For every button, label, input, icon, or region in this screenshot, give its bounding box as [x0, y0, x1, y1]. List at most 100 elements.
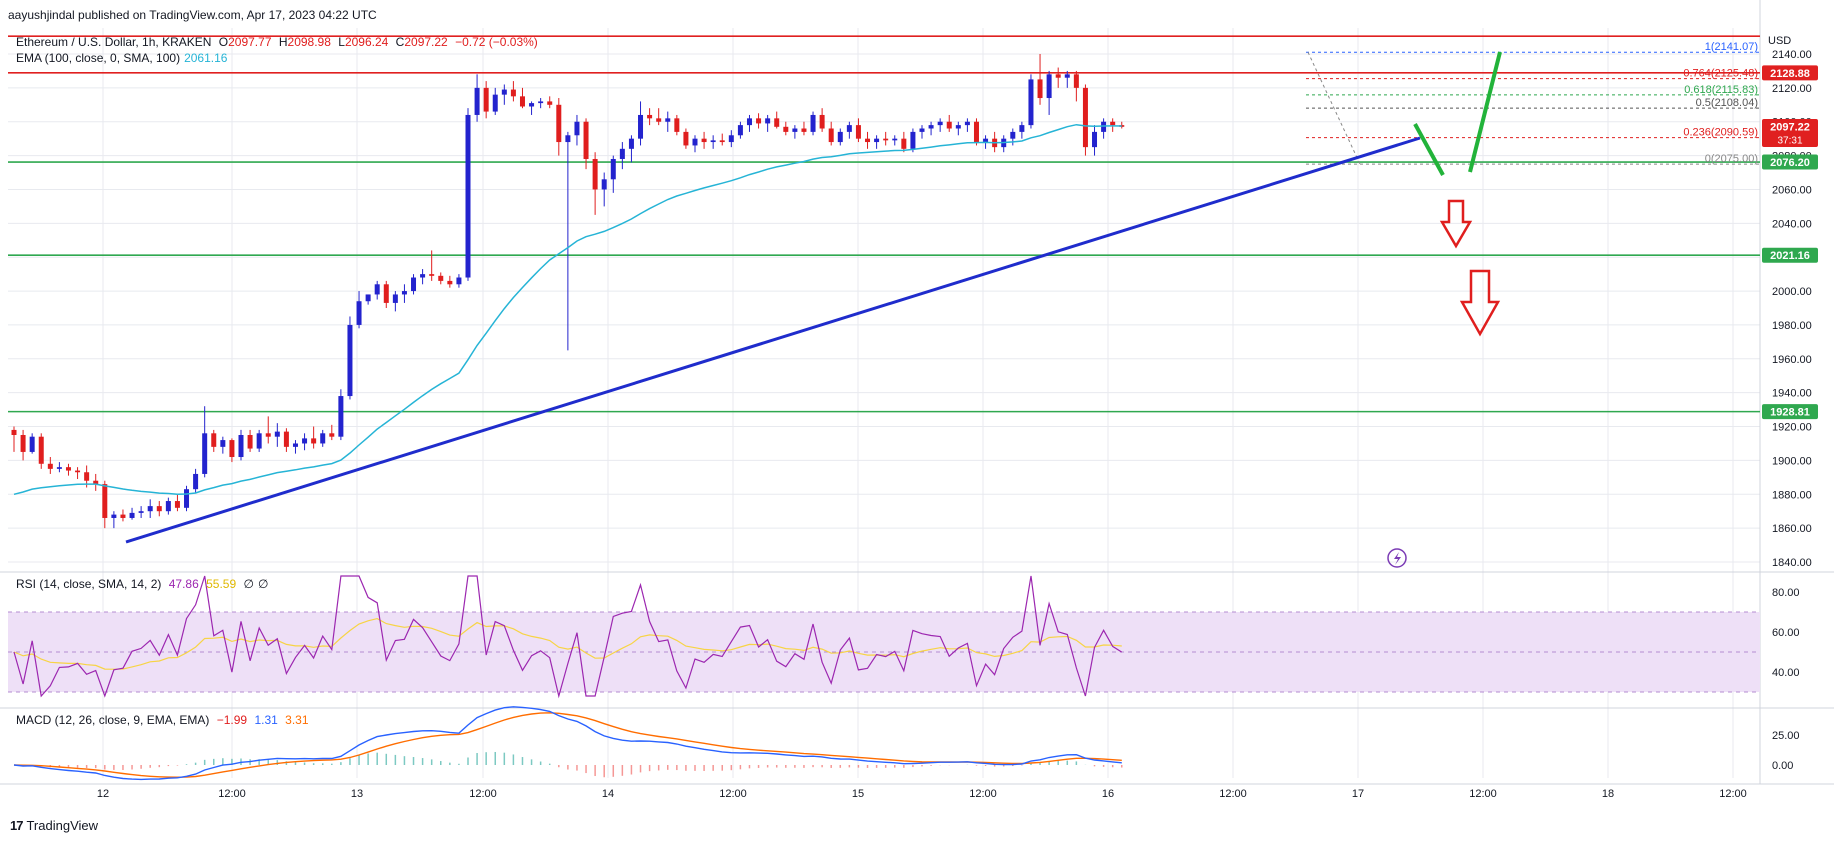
candle-body — [1046, 74, 1052, 99]
candle-body — [519, 96, 525, 107]
candle-body — [156, 506, 162, 512]
candle-body — [819, 114, 825, 129]
rsi-line — [13, 575, 1123, 699]
time-tick-11: 12:00 — [1469, 788, 1497, 800]
fib-label-3: 0.5(2108.04) — [1696, 97, 1758, 109]
candle-body — [955, 125, 961, 129]
candle-body — [983, 138, 989, 143]
time-tick-6: 15 — [852, 788, 864, 800]
fib-label-4: 0.236(2090.59) — [1683, 127, 1758, 139]
candle-body — [292, 443, 298, 447]
candle-body — [383, 284, 389, 303]
candle-body — [865, 138, 871, 143]
candle-body — [746, 118, 752, 126]
price-tick-5: 2040.00 — [1772, 218, 1812, 230]
price-tick-1: 2120.00 — [1772, 83, 1812, 95]
candle-body — [946, 121, 952, 129]
candle-body — [1028, 79, 1034, 126]
fib-trend — [1307, 51, 1361, 165]
candle-body — [665, 118, 671, 122]
fib-label-1: 0.764(2125.48) — [1683, 68, 1758, 80]
candle-body — [111, 514, 117, 518]
candle-body — [11, 429, 17, 435]
candle-body — [728, 135, 734, 143]
candle-body — [184, 489, 190, 508]
candle-body — [447, 280, 453, 285]
candle-body — [1037, 79, 1043, 99]
time-tick-3: 12:00 — [469, 788, 497, 800]
fib-retracement: 1(2141.07)0.764(2125.48)0.618(2115.83)0.… — [1306, 41, 1760, 165]
candle-body — [583, 121, 589, 159]
candle-body — [147, 506, 153, 512]
candle-body — [592, 158, 598, 190]
candle-body — [56, 467, 62, 469]
candle-body — [420, 274, 426, 278]
candle-body — [47, 463, 53, 469]
trendline — [125, 136, 1421, 544]
time-tick-10: 17 — [1352, 788, 1364, 800]
candle-body — [129, 512, 135, 518]
candle-body — [610, 158, 616, 180]
price-tick-10: 1940.00 — [1772, 388, 1812, 400]
candle-body — [1055, 74, 1061, 78]
candle-body — [647, 114, 653, 119]
candle-body — [719, 140, 725, 143]
currency-label: USD — [1768, 35, 1791, 47]
candle-body — [1019, 125, 1025, 132]
candle-body — [438, 275, 444, 281]
candle-body — [465, 114, 471, 278]
candle-body — [356, 301, 362, 325]
candle-body — [937, 121, 943, 126]
green-arrow-down — [1413, 123, 1445, 176]
candle-body — [365, 294, 371, 302]
candle-body — [20, 435, 26, 452]
candle-body — [483, 87, 489, 112]
candle-body — [538, 101, 544, 104]
legend-main: Ethereum / U.S. Dollar, 1h, KRAKEN O2097… — [16, 35, 538, 49]
price-tick-7: 2000.00 — [1772, 286, 1812, 298]
candle-body — [138, 511, 144, 513]
candle-body — [901, 138, 907, 149]
candle-body — [65, 467, 71, 471]
price-badge-text-2: 2076.20 — [1770, 157, 1810, 169]
green-arrow-up — [1468, 51, 1502, 173]
price-badge-0 — [1762, 65, 1818, 81]
candle-body — [1082, 87, 1088, 148]
red-down-arrow-2 — [1459, 269, 1501, 337]
candle-body — [229, 440, 235, 458]
fib-label-0: 1(2141.07) — [1705, 41, 1758, 53]
time-tick-7: 12:00 — [969, 788, 997, 800]
candle-body — [656, 118, 662, 122]
candle-body — [619, 148, 625, 159]
candle-body — [783, 126, 789, 132]
alert-icon — [1387, 548, 1407, 568]
candle-body — [174, 501, 180, 508]
candle-body — [801, 128, 807, 132]
price-tick-8: 1980.00 — [1772, 320, 1812, 332]
macd-pane: 25.00 0.00 — [13, 706, 1800, 781]
candle-body — [765, 118, 771, 124]
price-tick-11: 1920.00 — [1772, 422, 1812, 434]
candle-body — [701, 138, 707, 143]
candle-body — [302, 438, 308, 444]
price-badge-2 — [1762, 154, 1818, 170]
footer-brand[interactable]: 17 TradingView — [10, 818, 98, 833]
macd-tick-0: 25.00 — [1772, 730, 1800, 742]
price-badge-text-1: 2097.22 — [1770, 121, 1810, 133]
candle-body — [202, 433, 208, 474]
candle-body — [211, 433, 217, 447]
candle-body — [29, 436, 35, 452]
fib-label-2: 0.618(2115.83) — [1684, 84, 1758, 96]
price-badge-sub-1: 37:31 — [1777, 135, 1802, 146]
candle-body — [238, 435, 244, 458]
candle-body — [75, 470, 81, 473]
candle-body — [565, 135, 571, 143]
time-tick-2: 13 — [351, 788, 363, 800]
candle-body — [501, 89, 507, 95]
time-axis: 12 12:00 13 12:00 14 12:00 15 12:00 16 12:00 17 12:… — [97, 788, 1747, 800]
annotation-arrows — [1387, 51, 1502, 568]
price-badges: 2128.88 2097.22 37:31 2076.20 2021.16 1928.81 — [1762, 65, 1818, 420]
candle-body — [392, 294, 398, 303]
candle-body — [283, 431, 289, 447]
